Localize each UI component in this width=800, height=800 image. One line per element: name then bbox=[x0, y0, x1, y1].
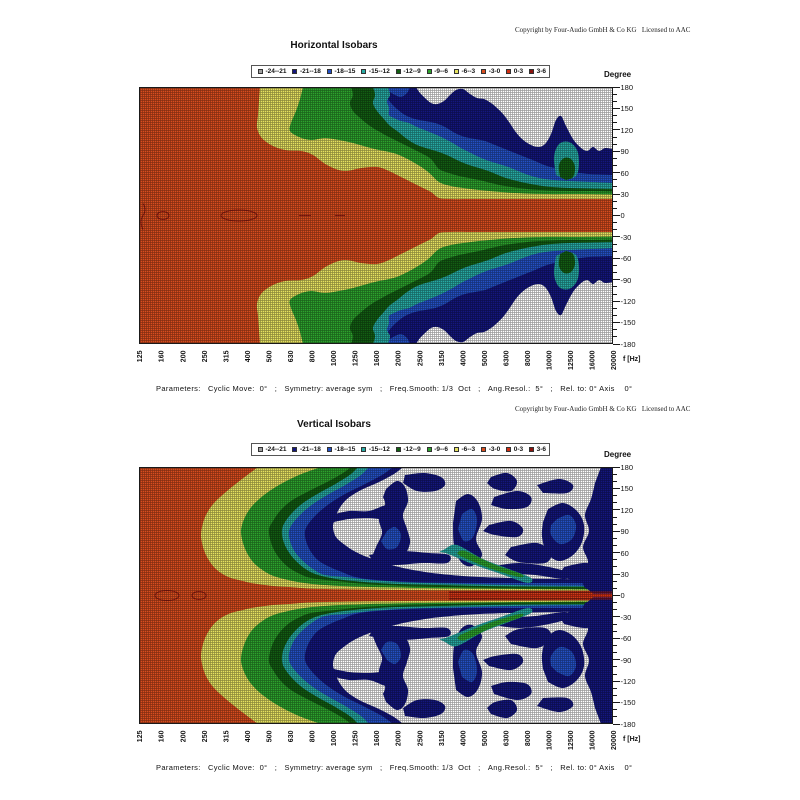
svg-text:1250: 1250 bbox=[353, 730, 360, 746]
svg-text:12500: 12500 bbox=[568, 350, 575, 370]
svg-text:200: 200 bbox=[180, 350, 187, 362]
svg-text:6300: 6300 bbox=[504, 350, 511, 366]
svg-text:125: 125 bbox=[137, 730, 144, 742]
svg-text:250: 250 bbox=[202, 350, 209, 362]
svg-text:400: 400 bbox=[245, 350, 252, 362]
svg-text:315: 315 bbox=[223, 730, 230, 742]
svg-text:2500: 2500 bbox=[417, 350, 424, 366]
svg-text:1600: 1600 bbox=[374, 350, 381, 366]
svg-text:1250: 1250 bbox=[353, 350, 360, 366]
svg-text:315: 315 bbox=[223, 350, 230, 362]
svg-text:4000: 4000 bbox=[460, 350, 467, 366]
svg-text:630: 630 bbox=[288, 350, 295, 362]
svg-text:3150: 3150 bbox=[439, 350, 446, 366]
svg-text:2000: 2000 bbox=[396, 350, 403, 366]
svg-text:20000: 20000 bbox=[611, 730, 618, 750]
svg-text:250: 250 bbox=[202, 730, 209, 742]
svg-text:500: 500 bbox=[267, 730, 274, 742]
svg-text:12500: 12500 bbox=[568, 730, 575, 750]
svg-text:1600: 1600 bbox=[374, 730, 381, 746]
svg-text:800: 800 bbox=[310, 730, 317, 742]
svg-text:4000: 4000 bbox=[460, 730, 467, 746]
svg-text:125: 125 bbox=[137, 350, 144, 362]
svg-text:500: 500 bbox=[267, 350, 274, 362]
svg-text:2500: 2500 bbox=[417, 730, 424, 746]
svg-text:160: 160 bbox=[159, 730, 166, 742]
svg-text:2000: 2000 bbox=[396, 730, 403, 746]
svg-text:6300: 6300 bbox=[504, 730, 511, 746]
svg-text:1000: 1000 bbox=[331, 350, 338, 366]
svg-text:10000: 10000 bbox=[547, 730, 554, 750]
svg-text:3150: 3150 bbox=[439, 730, 446, 746]
svg-text:16000: 16000 bbox=[590, 350, 597, 370]
svg-text:20000: 20000 bbox=[611, 350, 618, 370]
svg-text:5000: 5000 bbox=[482, 350, 489, 366]
svg-text:200: 200 bbox=[180, 730, 187, 742]
svg-text:5000: 5000 bbox=[482, 730, 489, 746]
svg-text:400: 400 bbox=[245, 730, 252, 742]
svg-text:10000: 10000 bbox=[547, 350, 554, 370]
svg-text:160: 160 bbox=[159, 350, 166, 362]
svg-text:630: 630 bbox=[288, 730, 295, 742]
svg-text:1000: 1000 bbox=[331, 730, 338, 746]
svg-text:800: 800 bbox=[310, 350, 317, 362]
svg-text:16000: 16000 bbox=[590, 730, 597, 750]
svg-text:8000: 8000 bbox=[525, 350, 532, 366]
svg-text:8000: 8000 bbox=[525, 730, 532, 746]
